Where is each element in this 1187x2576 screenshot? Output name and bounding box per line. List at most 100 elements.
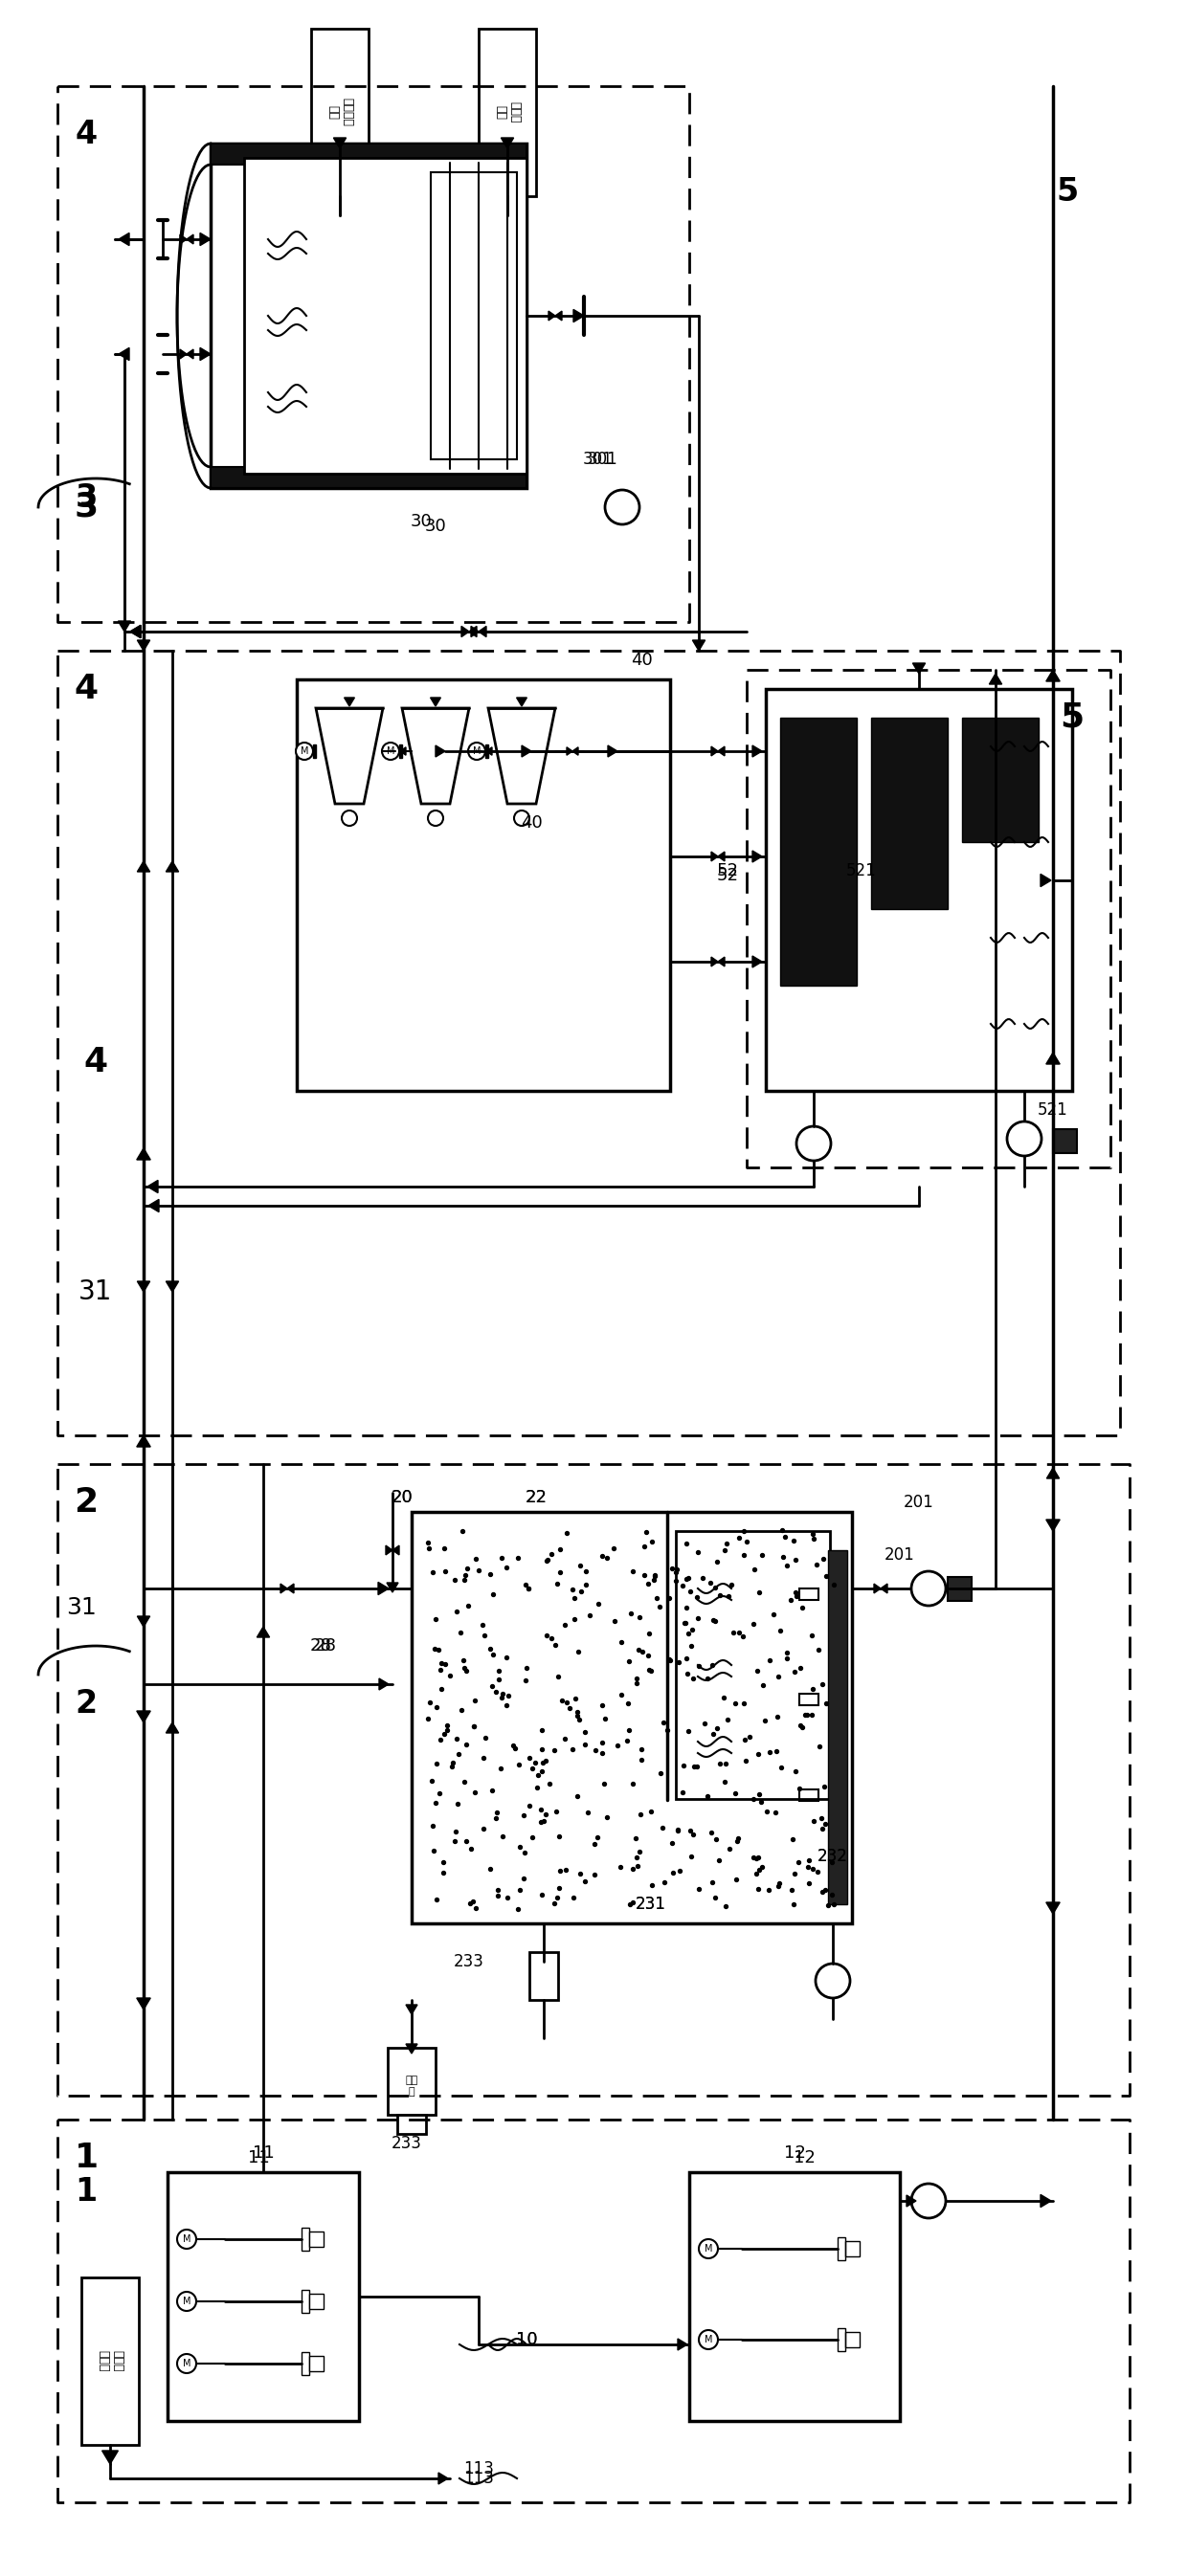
Polygon shape (344, 698, 355, 706)
Polygon shape (487, 747, 493, 755)
Polygon shape (280, 1584, 287, 1592)
Point (526, 1741, 545, 1783)
Point (817, 1556, 836, 1597)
Point (786, 1571, 805, 1613)
Polygon shape (431, 698, 440, 706)
Point (436, 1643, 455, 1685)
Point (774, 1535, 793, 1577)
Point (623, 1850, 642, 1891)
Point (483, 1667, 502, 1708)
Circle shape (382, 742, 399, 760)
Point (804, 1669, 823, 1710)
Bar (301, 2352, 309, 2375)
Point (586, 1731, 605, 1772)
Bar (690, 2172, 900, 2421)
Bar (412, 1512, 852, 1924)
Bar (210, 144, 527, 487)
Point (824, 1883, 843, 1924)
Bar (313, 744, 316, 757)
Point (637, 1512, 656, 1553)
Point (783, 1883, 802, 1924)
Point (433, 1842, 452, 1883)
Point (754, 1664, 773, 1705)
Point (427, 1687, 446, 1728)
Point (800, 1839, 819, 1880)
Point (679, 1710, 698, 1752)
Polygon shape (556, 312, 561, 319)
Point (556, 1718, 575, 1759)
Point (516, 1659, 535, 1700)
Polygon shape (711, 853, 718, 860)
Point (565, 1577, 584, 1618)
Point (580, 1595, 599, 1636)
Point (808, 1852, 827, 1893)
Point (639, 1636, 658, 1677)
Point (679, 1556, 698, 1597)
Polygon shape (1046, 1520, 1060, 1530)
Point (557, 1682, 576, 1723)
Point (589, 1582, 608, 1623)
Point (813, 1664, 832, 1705)
Point (761, 1638, 780, 1680)
Point (455, 1762, 474, 1803)
Point (564, 1878, 583, 1919)
Point (704, 1600, 723, 1641)
Point (728, 1821, 747, 1862)
Text: 1: 1 (75, 2177, 97, 2208)
Point (426, 1600, 445, 1641)
Point (620, 1641, 639, 1682)
Text: 201: 201 (903, 1494, 934, 1512)
Bar (309, 2231, 324, 2246)
Bar (210, 466, 527, 487)
Point (509, 1744, 528, 1785)
Point (677, 1587, 696, 1628)
Point (550, 1868, 569, 1909)
Point (576, 1564, 595, 1605)
Polygon shape (148, 1200, 159, 1213)
Point (630, 1832, 649, 1873)
Point (430, 1772, 449, 1814)
Point (483, 1574, 502, 1615)
Point (721, 1829, 740, 1870)
Point (528, 1754, 547, 1795)
Polygon shape (137, 1435, 151, 1448)
Polygon shape (137, 1999, 151, 2009)
Point (621, 1592, 640, 1633)
Point (744, 1602, 763, 1643)
Point (684, 1659, 703, 1700)
Point (522, 1749, 541, 1790)
Point (476, 1718, 495, 1759)
Point (516, 1646, 535, 1687)
Circle shape (699, 2331, 718, 2349)
Polygon shape (753, 744, 762, 757)
Polygon shape (471, 626, 478, 636)
Point (786, 1651, 805, 1692)
Point (640, 1649, 659, 1690)
Point (605, 1600, 624, 1641)
Point (532, 1873, 551, 1914)
Point (813, 1870, 832, 1911)
Bar (485, 744, 488, 757)
Point (749, 1868, 768, 1909)
Text: 4: 4 (75, 118, 97, 149)
Point (427, 1878, 446, 1919)
Point (748, 1649, 767, 1690)
Point (770, 1610, 789, 1651)
Text: 52: 52 (717, 868, 738, 884)
Point (729, 1819, 748, 1860)
Polygon shape (989, 675, 1002, 685)
Point (547, 1790, 566, 1832)
Circle shape (815, 1963, 850, 1999)
Point (626, 1816, 645, 1857)
Point (424, 1829, 443, 1870)
Point (668, 1811, 687, 1852)
Point (814, 1765, 833, 1806)
Point (432, 1669, 451, 1710)
Point (545, 1728, 564, 1770)
Point (749, 1775, 768, 1816)
Point (753, 1535, 772, 1577)
Point (740, 1716, 758, 1757)
Point (560, 1687, 579, 1728)
Text: 40: 40 (520, 814, 542, 832)
Point (744, 1837, 763, 1878)
